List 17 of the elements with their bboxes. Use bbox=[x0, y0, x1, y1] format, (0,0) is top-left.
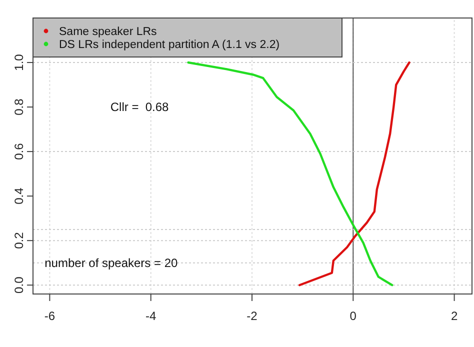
y-tick-label: 0.6 bbox=[12, 142, 26, 160]
y-tick-label: 0.2 bbox=[12, 232, 26, 249]
x-tick-label: -6 bbox=[44, 309, 56, 323]
x-tick-label: 2 bbox=[450, 309, 458, 323]
annotation: Cllr = 0.68 bbox=[110, 100, 170, 114]
annotation: number of speakers = 20 bbox=[44, 256, 178, 270]
line-series bbox=[298, 61, 410, 286]
legend-label: DS LRs independent partition A (1.1 vs 2.2) bbox=[59, 39, 280, 51]
y-tick-label: 0.4 bbox=[12, 187, 26, 204]
line-series bbox=[187, 61, 394, 286]
legend-label: Same speaker LRs bbox=[59, 26, 158, 38]
y-tick-label: 0.0 bbox=[12, 276, 26, 294]
x-tick-label: -2 bbox=[246, 309, 258, 323]
y-tick-label: 1.0 bbox=[12, 54, 26, 71]
y-tick-label: 0.8 bbox=[12, 98, 26, 116]
x-tick-label: -4 bbox=[146, 309, 156, 323]
x-tick-label: 0 bbox=[350, 309, 357, 323]
